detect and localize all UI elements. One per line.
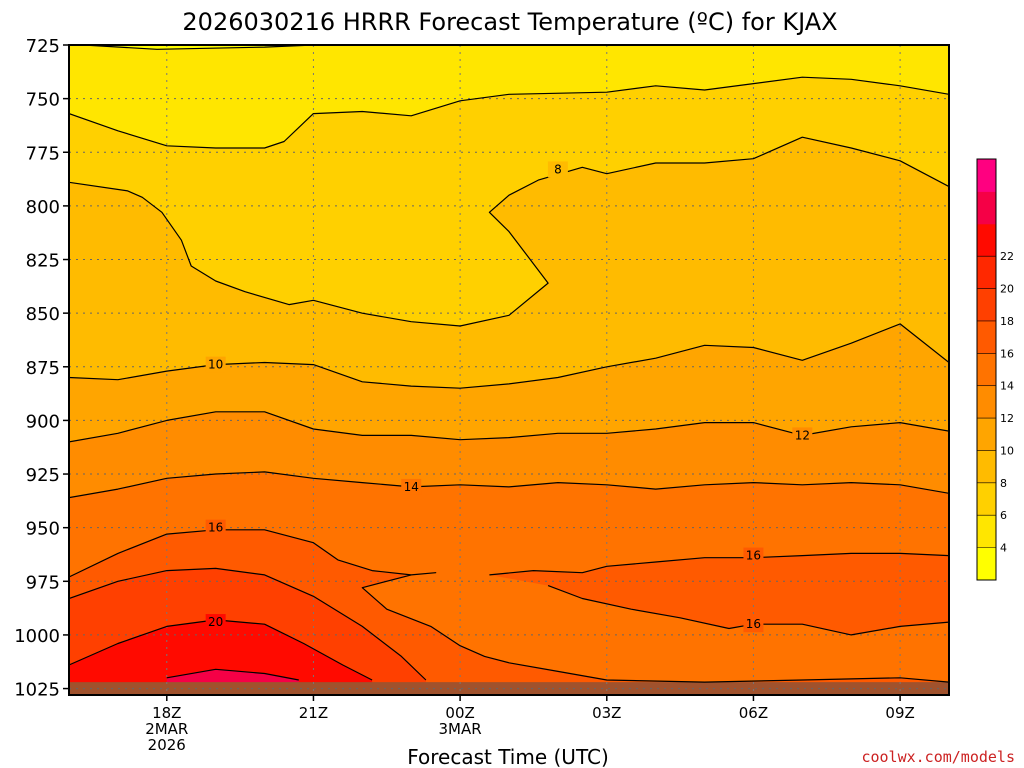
contour-label: 16 (746, 617, 761, 631)
contour-label-bg (547, 161, 568, 178)
y-tick-label: 875 (26, 358, 60, 379)
x-tick-label: 21Z (299, 704, 328, 722)
colorbar-tick-label: 20 (1000, 283, 1014, 296)
contour-label-bg (401, 478, 422, 495)
contour-line-18 (69, 567, 427, 681)
x-tick-label: 09Z (885, 704, 914, 722)
contour-label-bg (205, 614, 226, 631)
y-tick-label: 1000 (14, 626, 60, 647)
colorbar-segment (977, 450, 996, 484)
colorbar-segment (977, 223, 996, 257)
contour-label: 16 (208, 521, 223, 535)
colorbar-tick-label: 12 (1000, 412, 1014, 425)
x-tick-label: 2MAR (145, 720, 188, 738)
contour-line-8 (69, 136, 949, 327)
y-tick-label: 800 (26, 197, 60, 218)
contour-line-6 (83, 45, 314, 50)
colorbar-segment (977, 418, 996, 451)
contour-label: 14 (404, 480, 419, 494)
colorbar-segment (977, 353, 996, 387)
y-tick-label: 825 (26, 251, 60, 272)
contour-label-bg (205, 356, 226, 373)
y-axis: 725 750 775 800 825 850 875 900 925 950 975 1000 102… (14, 36, 69, 701)
y-tick-label: 1025 (14, 680, 60, 701)
colorbar-segment (977, 385, 996, 419)
contour-label-bg (792, 427, 813, 444)
colorbar-segment (977, 482, 996, 516)
x-tick-label: 2026 (148, 736, 186, 754)
colorbar-tick-label: 14 (1000, 380, 1014, 393)
contour-label: 10 (208, 358, 223, 372)
x-tick-label: 00Z (445, 704, 474, 722)
contour-line-16 (489, 552, 949, 576)
contour-label: 12 (795, 428, 810, 442)
contour-label-bg (205, 519, 226, 536)
colorbar-tick-label: 18 (1000, 315, 1014, 328)
colorbar-segment (977, 320, 996, 354)
x-tick-label: 3MAR (439, 720, 482, 738)
colorbar-tick-label: 10 (1000, 444, 1014, 457)
colorbar-tick-label: 6 (1000, 509, 1007, 522)
y-tick-label: 925 (26, 465, 60, 486)
ground-strip (69, 682, 949, 695)
credit-text: coolwx.com/models (861, 748, 1015, 766)
x-tick-label: 18Z (152, 704, 181, 722)
contour-line-22 (166, 668, 299, 681)
colorbar-segment (977, 515, 996, 549)
colorbar-tick-label: 4 (1000, 542, 1007, 555)
contour-label-bg (743, 616, 764, 633)
chart-title: 2026030216 HRRR Forecast Temperature (ºC… (182, 8, 837, 36)
colorbar-segment (977, 547, 996, 581)
band-16-18-right (489, 553, 949, 635)
temperature-fills (69, 45, 949, 695)
ground (69, 682, 949, 695)
x-axis-label: Forecast Time (UTC) (407, 745, 609, 768)
colorbar-tick-label: 8 (1000, 477, 1007, 490)
x-tick-label: 03Z (592, 704, 621, 722)
colorbar-segment (977, 288, 996, 322)
plot-frame (68, 44, 950, 696)
colorbar-frame (976, 158, 997, 581)
y-tick-label: 775 (26, 143, 60, 164)
y-tick-label: 975 (26, 572, 60, 593)
colorbar-segment (977, 191, 996, 225)
colorbar-segment (977, 159, 996, 192)
contour-line-20 (69, 619, 373, 681)
x-tick-label: 06Z (739, 704, 768, 722)
contour-label: 16 (746, 549, 761, 563)
plot-area: 8 10 12 14 16 16 16 20 (69, 45, 949, 695)
contour-line-6 (69, 76, 949, 149)
colorbar-segment (977, 256, 996, 290)
contour-label: 8 (554, 162, 562, 176)
y-tick-label: 850 (26, 304, 60, 325)
contour-line-16 (547, 585, 949, 636)
colorbar-tick-label: 22 (1000, 250, 1014, 263)
y-tick-label: 725 (26, 36, 60, 57)
contour-line-14 (69, 471, 949, 499)
colorbar-tick-label: 16 (1000, 347, 1014, 360)
band-20-22 (69, 619, 373, 695)
colorbar: 4 6 8 10 12 14 16 18 20 22 (976, 158, 1014, 581)
contour-label-bg (743, 547, 764, 564)
contour-line-16 (69, 529, 949, 683)
y-tick-label: 900 (26, 411, 60, 432)
y-tick-label: 750 (26, 90, 60, 111)
y-tick-label: 950 (26, 519, 60, 540)
contour-labels: 8 10 12 14 16 16 16 20 (205, 161, 813, 633)
contour-label: 20 (208, 615, 223, 629)
